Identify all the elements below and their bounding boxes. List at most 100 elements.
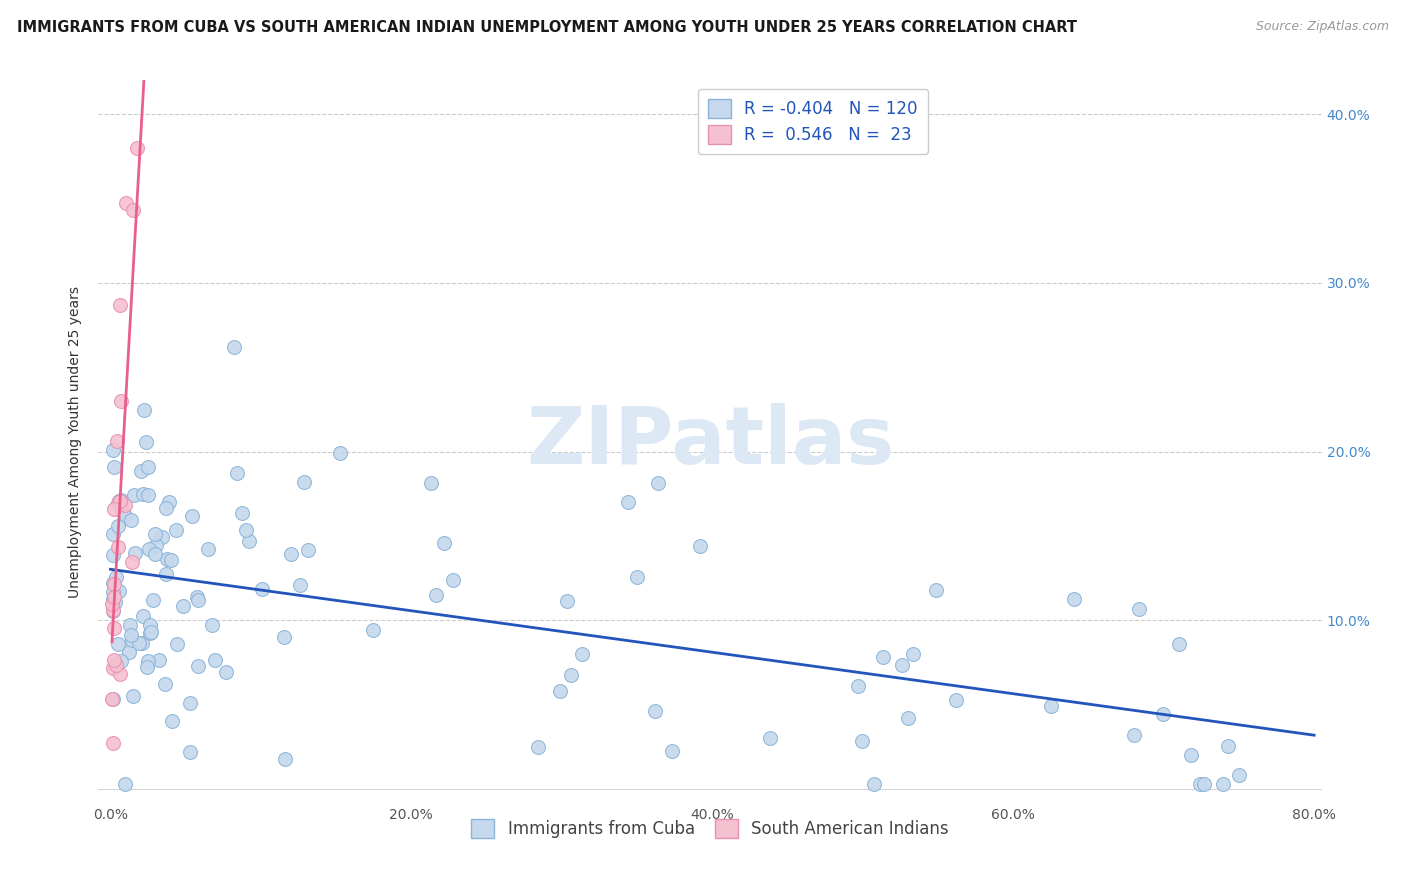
Point bbox=[1039, 699, 1062, 714]
Point bbox=[121, 555, 143, 569]
Point bbox=[136, 654, 159, 668]
Point bbox=[1063, 591, 1085, 606]
Point bbox=[204, 653, 226, 667]
Point bbox=[187, 593, 209, 607]
Point bbox=[441, 574, 464, 588]
Point bbox=[105, 658, 128, 673]
Point bbox=[110, 654, 132, 668]
Point bbox=[201, 618, 224, 632]
Point bbox=[128, 635, 150, 649]
Point bbox=[226, 467, 249, 481]
Point bbox=[179, 696, 201, 710]
Point bbox=[294, 475, 316, 489]
Point bbox=[142, 593, 165, 607]
Point bbox=[433, 536, 456, 550]
Point bbox=[661, 744, 683, 758]
Point bbox=[297, 542, 319, 557]
Point bbox=[101, 661, 124, 675]
Point bbox=[110, 667, 132, 681]
Point bbox=[103, 590, 125, 604]
Point bbox=[135, 660, 157, 674]
Point bbox=[107, 637, 129, 651]
Point bbox=[108, 493, 131, 508]
Point bbox=[1122, 728, 1144, 742]
Point bbox=[235, 523, 257, 537]
Point bbox=[136, 488, 159, 502]
Point bbox=[104, 570, 127, 584]
Point bbox=[150, 529, 173, 543]
Point bbox=[1152, 706, 1174, 721]
Point bbox=[118, 645, 141, 659]
Point bbox=[103, 584, 125, 599]
Point bbox=[103, 621, 125, 635]
Point bbox=[118, 617, 141, 632]
Text: Source: ZipAtlas.com: Source: ZipAtlas.com bbox=[1256, 20, 1389, 33]
Point bbox=[121, 632, 143, 647]
Point bbox=[148, 652, 170, 666]
Point bbox=[644, 704, 666, 718]
Point bbox=[891, 657, 914, 672]
Point bbox=[125, 141, 148, 155]
Point bbox=[1216, 739, 1239, 754]
Point bbox=[425, 588, 447, 602]
Point bbox=[157, 494, 180, 508]
Point bbox=[103, 502, 125, 516]
Point bbox=[124, 546, 146, 560]
Point bbox=[135, 434, 157, 449]
Point bbox=[863, 777, 886, 791]
Point bbox=[132, 487, 155, 501]
Point bbox=[107, 519, 129, 533]
Point bbox=[103, 575, 125, 590]
Text: IMMIGRANTS FROM CUBA VS SOUTH AMERICAN INDIAN UNEMPLOYMENT AMONG YOUTH UNDER 25 : IMMIGRANTS FROM CUBA VS SOUTH AMERICAN I… bbox=[17, 20, 1077, 35]
Point bbox=[846, 679, 869, 693]
Point bbox=[121, 202, 143, 217]
Point bbox=[103, 591, 125, 606]
Point bbox=[1194, 777, 1216, 791]
Point bbox=[101, 603, 124, 617]
Point bbox=[165, 523, 187, 537]
Point bbox=[103, 604, 125, 618]
Point bbox=[114, 509, 136, 524]
Point bbox=[121, 689, 143, 703]
Point bbox=[143, 527, 166, 541]
Point bbox=[132, 403, 155, 417]
Point bbox=[363, 624, 385, 638]
Point bbox=[136, 460, 159, 475]
Point bbox=[273, 752, 295, 766]
Point bbox=[105, 434, 128, 448]
Point bbox=[897, 711, 920, 725]
Point bbox=[420, 475, 443, 490]
Point bbox=[110, 394, 132, 409]
Point bbox=[139, 618, 162, 632]
Point bbox=[155, 552, 177, 566]
Point bbox=[129, 464, 152, 478]
Point bbox=[103, 653, 125, 667]
Point bbox=[143, 547, 166, 561]
Point bbox=[104, 595, 127, 609]
Point bbox=[120, 512, 142, 526]
Point bbox=[145, 539, 167, 553]
Point bbox=[138, 542, 160, 557]
Point bbox=[131, 635, 153, 649]
Point bbox=[101, 597, 124, 611]
Point bbox=[103, 527, 125, 541]
Point bbox=[238, 534, 260, 549]
Point bbox=[180, 508, 202, 523]
Point bbox=[111, 504, 134, 518]
Point bbox=[560, 667, 582, 681]
Point bbox=[108, 584, 131, 599]
Point bbox=[187, 659, 209, 673]
Point bbox=[1212, 777, 1234, 791]
Point bbox=[114, 777, 136, 791]
Point bbox=[617, 495, 640, 509]
Point bbox=[689, 539, 711, 553]
Point bbox=[172, 599, 194, 613]
Point bbox=[872, 650, 894, 665]
Point bbox=[108, 494, 131, 508]
Point bbox=[329, 446, 352, 460]
Point bbox=[526, 740, 548, 755]
Point bbox=[103, 692, 125, 706]
Point bbox=[155, 501, 177, 516]
Point bbox=[288, 578, 311, 592]
Point bbox=[101, 736, 124, 750]
